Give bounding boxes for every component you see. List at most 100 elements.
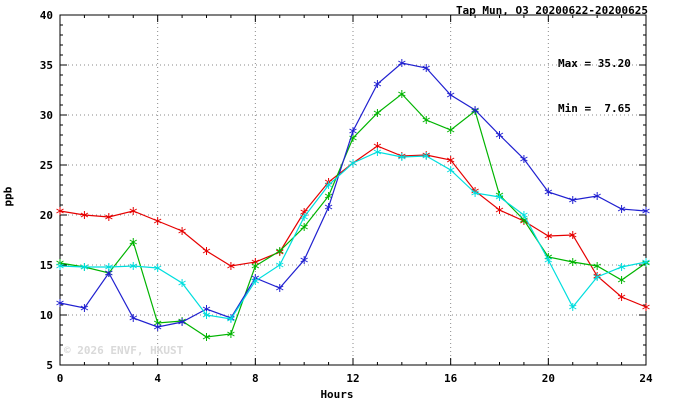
marker-cyan bbox=[324, 181, 333, 189]
marker-blue bbox=[80, 304, 89, 312]
marker-cyan bbox=[471, 189, 479, 197]
series-line-red bbox=[59, 145, 647, 308]
marker-green bbox=[300, 223, 308, 231]
marker-red bbox=[544, 232, 553, 240]
marker-cyan bbox=[153, 264, 162, 272]
marker-cyan bbox=[495, 193, 504, 201]
marker-red bbox=[617, 293, 626, 301]
y-tick-label: 40 bbox=[40, 9, 53, 22]
marker-cyan bbox=[642, 258, 650, 266]
marker-cyan bbox=[105, 263, 113, 271]
marker-cyan bbox=[593, 273, 601, 281]
marker-red bbox=[80, 211, 89, 219]
marker-blue bbox=[569, 196, 577, 204]
marker-green bbox=[324, 192, 333, 200]
marker-green bbox=[398, 90, 406, 98]
marker-green bbox=[251, 262, 260, 270]
marker-blue bbox=[422, 64, 430, 72]
marker-green bbox=[373, 109, 382, 117]
marker-blue bbox=[520, 155, 528, 163]
x-tick-label: 0 bbox=[57, 372, 64, 385]
marker-red bbox=[105, 213, 113, 221]
x-axis-label: Hours bbox=[320, 388, 354, 401]
marker-cyan bbox=[544, 256, 553, 264]
marker-blue bbox=[642, 207, 650, 215]
marker-cyan bbox=[129, 262, 137, 270]
marker-blue bbox=[153, 323, 162, 331]
marker-red bbox=[56, 207, 64, 215]
marker-green bbox=[202, 333, 211, 341]
marker-cyan bbox=[617, 263, 626, 271]
marker-cyan bbox=[178, 279, 186, 287]
y-axis-label: ppb bbox=[1, 186, 15, 207]
min-value-label: Min = 7.65 bbox=[558, 102, 631, 115]
chart-title: Tap Mun, O3 20200622-20200625 bbox=[455, 4, 648, 17]
x-tick-label: 24 bbox=[639, 372, 653, 385]
marker-blue bbox=[178, 318, 186, 326]
marker-cyan bbox=[251, 277, 260, 285]
marker-cyan bbox=[422, 152, 430, 160]
x-tick-label: 4 bbox=[154, 372, 161, 385]
max-value-label: Max = 35.20 bbox=[558, 57, 631, 70]
x-tick-label: 16 bbox=[444, 372, 458, 385]
marker-red bbox=[153, 217, 162, 225]
marker-blue bbox=[349, 127, 357, 135]
marker-cyan bbox=[80, 263, 89, 271]
marker-blue bbox=[544, 188, 553, 196]
marker-cyan bbox=[569, 303, 577, 311]
marker-green bbox=[593, 262, 601, 270]
marker-blue bbox=[593, 192, 601, 200]
y-tick-label: 30 bbox=[40, 109, 53, 122]
y-tick-label: 35 bbox=[40, 59, 53, 72]
marker-cyan bbox=[56, 262, 64, 270]
x-tick-label: 20 bbox=[542, 372, 555, 385]
marker-red bbox=[129, 207, 137, 215]
x-tick-label: 12 bbox=[346, 372, 359, 385]
marker-cyan bbox=[520, 211, 528, 219]
marker-cyan bbox=[446, 166, 455, 174]
marker-blue bbox=[373, 80, 382, 88]
marker-blue bbox=[276, 284, 284, 292]
x-tick-label: 8 bbox=[252, 372, 259, 385]
marker-red bbox=[202, 247, 211, 255]
marker-red bbox=[495, 206, 504, 214]
marker-green bbox=[422, 116, 430, 124]
marker-red bbox=[569, 231, 577, 239]
y-tick-label: 10 bbox=[40, 309, 53, 322]
max-min-annotation: Max = 35.20 Min = 7.65 bbox=[558, 26, 631, 146]
y-tick-label: 5 bbox=[46, 359, 53, 372]
marker-blue bbox=[495, 131, 504, 139]
marker-blue bbox=[324, 203, 333, 211]
marker-blue bbox=[56, 299, 64, 307]
marker-blue bbox=[617, 205, 626, 213]
marker-red bbox=[642, 303, 650, 311]
marker-blue bbox=[398, 59, 406, 67]
marker-cyan bbox=[227, 315, 235, 323]
y-tick-label: 20 bbox=[40, 209, 53, 222]
marker-green bbox=[617, 276, 626, 284]
marker-green bbox=[276, 247, 284, 255]
marker-blue bbox=[300, 256, 308, 264]
marker-cyan bbox=[202, 311, 211, 319]
marker-cyan bbox=[300, 213, 308, 221]
marker-red bbox=[227, 262, 235, 270]
marker-cyan bbox=[398, 153, 406, 161]
marker-blue bbox=[446, 91, 455, 99]
marker-cyan bbox=[276, 261, 284, 269]
marker-green bbox=[227, 330, 235, 338]
watermark: © 2026 ENVF, HKUST bbox=[64, 344, 184, 357]
y-tick-label: 15 bbox=[40, 259, 53, 272]
marker-blue bbox=[471, 106, 479, 114]
plot-border bbox=[59, 14, 647, 366]
marker-blue bbox=[129, 314, 137, 322]
marker-green bbox=[569, 258, 577, 266]
marker-red bbox=[446, 156, 455, 164]
marker-cyan bbox=[373, 148, 382, 156]
y-tick-label: 25 bbox=[40, 159, 53, 172]
marker-red bbox=[178, 227, 186, 235]
marker-green bbox=[446, 126, 455, 134]
marker-green bbox=[129, 238, 137, 246]
marker-cyan bbox=[349, 159, 357, 167]
